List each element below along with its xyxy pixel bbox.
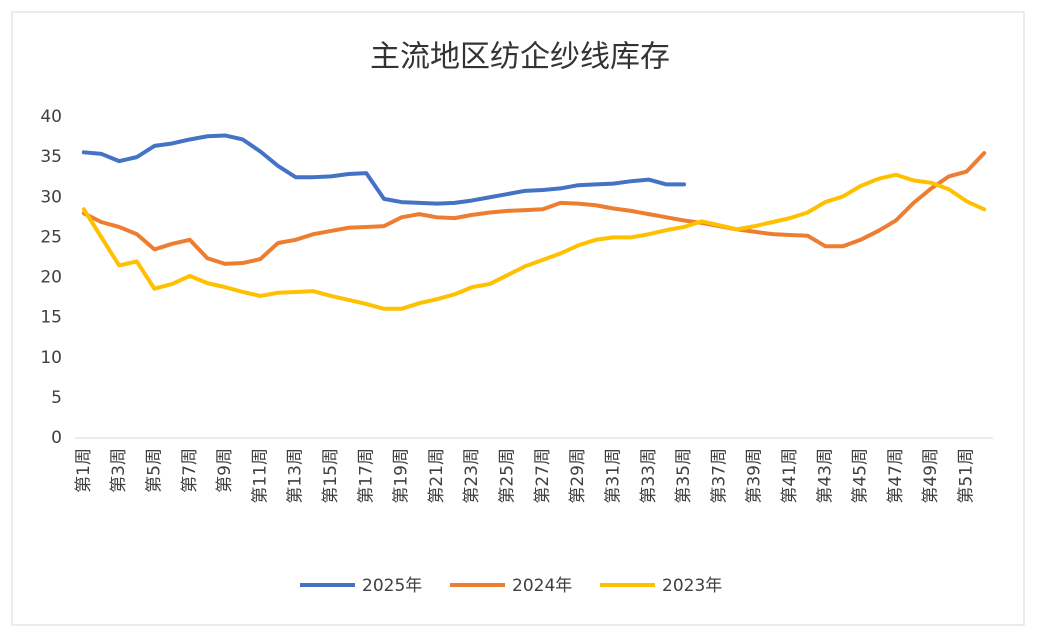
legend-label: 2024年 (512, 576, 572, 596)
x-tick-label: 第29周 (568, 448, 588, 504)
x-tick-label: 第35周 (674, 448, 694, 504)
y-tick-label: 40 (40, 107, 62, 127)
x-tick-label: 第13周 (286, 448, 306, 504)
x-tick-label: 第1周 (74, 448, 94, 493)
x-tick-label: 第37周 (709, 448, 729, 504)
y-tick-label: 35 (40, 147, 62, 167)
x-tick-label: 第7周 (180, 448, 200, 493)
x-tick-label: 第11周 (250, 448, 270, 504)
x-tick-label: 第19周 (392, 448, 412, 504)
x-tick-label: 第17周 (356, 448, 376, 504)
legend-label: 2025年 (362, 576, 422, 596)
chart-frame (11, 11, 1025, 626)
series-line (81, 151, 987, 266)
x-tick-label: 第51周 (957, 448, 977, 504)
x-tick-label: 第21周 (427, 448, 447, 504)
x-tick-label: 第25周 (498, 448, 518, 504)
x-tick-label: 第31周 (603, 448, 623, 504)
y-tick-label: 0 (51, 428, 62, 448)
y-tick-label: 25 (40, 227, 62, 247)
x-tick-label: 第27周 (533, 448, 553, 504)
x-tick-label: 第47周 (886, 448, 906, 504)
y-tick-label: 15 (40, 308, 62, 328)
y-tick-label: 20 (40, 268, 62, 288)
x-tick-label: 第3周 (109, 448, 129, 493)
y-tick-label: 10 (40, 348, 62, 368)
x-tick-label: 第41周 (780, 448, 800, 504)
x-tick-label: 第5周 (144, 448, 164, 493)
series-line (81, 133, 687, 206)
chart-title: 主流地区纺企纱线库存 (370, 40, 670, 75)
x-tick-label: 第15周 (321, 448, 341, 504)
y-tick-label: 5 (51, 388, 62, 408)
legend-label: 2023年 (662, 576, 722, 596)
y-tick-label: 30 (40, 187, 62, 207)
x-tick-label: 第49周 (921, 448, 941, 504)
x-tick-label: 第39周 (745, 448, 765, 504)
x-tick-label: 第9周 (215, 448, 235, 493)
series-line (81, 172, 987, 311)
x-tick-label: 第45周 (851, 448, 871, 504)
x-tick-label: 第33周 (639, 448, 659, 504)
x-tick-label: 第43周 (815, 448, 835, 504)
x-tick-label: 第23周 (462, 448, 482, 504)
